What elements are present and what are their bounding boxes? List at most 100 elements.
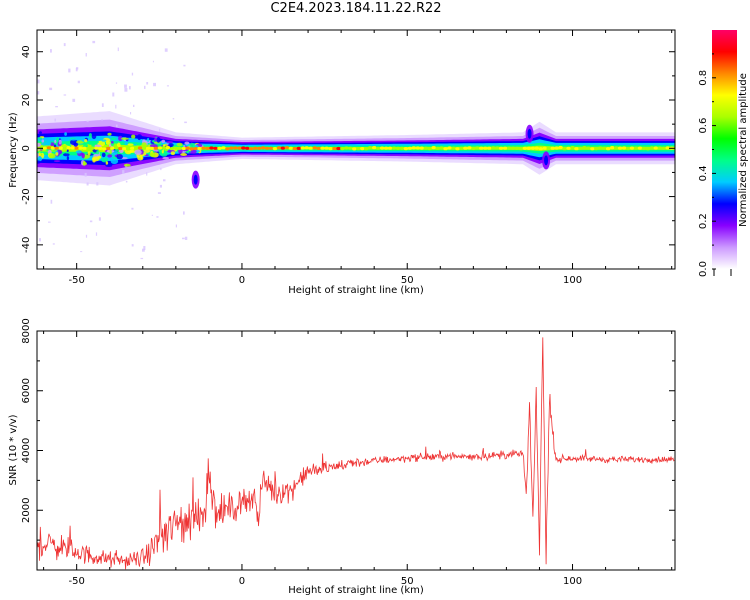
spectrogram-noise-dot xyxy=(85,53,87,57)
spectrogram-ridge xyxy=(130,146,135,150)
spectrogram-ridge xyxy=(122,147,127,151)
spectrogram-noise-dot xyxy=(37,91,40,95)
x-tick-label: 100 xyxy=(563,576,582,587)
spectrogram-ridge xyxy=(225,147,230,151)
spectrogram-feature-core xyxy=(193,174,198,185)
spectrogram-noise-blob xyxy=(64,132,67,136)
spectrogram-noise-dot xyxy=(131,207,134,210)
spectrogram-noise-dot xyxy=(156,216,159,218)
snr-x-axis-label: Height of straight line (km) xyxy=(288,585,424,596)
spectrogram-ridge xyxy=(348,146,353,150)
spectrogram-noise-dot xyxy=(182,237,185,240)
spectrogram-ridge xyxy=(649,146,655,150)
y-tick-label: 8000 xyxy=(21,318,32,343)
spectrogram-ridge xyxy=(637,146,643,150)
spectrogram-ridge xyxy=(502,146,508,150)
spectrogram-noise-blob xyxy=(176,142,183,147)
spectrogram-ridge xyxy=(153,146,159,150)
spectrogram-ridge xyxy=(336,146,341,151)
y-tick-label: 2000 xyxy=(21,498,32,523)
spectrogram-ridge xyxy=(621,146,627,150)
spectrogram-noise-blob xyxy=(37,137,43,140)
spectrogram-ridge xyxy=(292,146,297,151)
spectrogram-noise-dot xyxy=(92,40,96,44)
spectrogram-ridge xyxy=(352,147,357,151)
spectrogram-noise-dot xyxy=(159,128,161,132)
spectrogram-ridge xyxy=(661,146,666,150)
spectrogram-ridge xyxy=(550,146,555,150)
spectrogram-ridge xyxy=(118,146,123,151)
spectrogram-ridge xyxy=(94,146,99,150)
spectrogram-noise-blob xyxy=(70,138,77,141)
spectrogram-panel: -50 0 50 100 -40 -20 0 20 40 Height of straight … xyxy=(8,29,676,296)
spectrogram-ridge xyxy=(296,146,301,150)
spectrogram-noise-dot xyxy=(183,211,185,215)
spectrogram-noise-blob xyxy=(162,156,169,160)
spectrogram-noise-blob xyxy=(56,137,59,143)
spectrogram-noise-blob xyxy=(105,164,113,168)
spectrogram-ridge xyxy=(260,146,266,150)
spectrogram-ridge xyxy=(197,146,202,151)
spectrogram-marks xyxy=(37,40,675,260)
spectrogram-noise-dot xyxy=(183,64,186,67)
spectrogram-ridge xyxy=(276,146,282,150)
spectrogram-ridge xyxy=(665,146,670,150)
spectrogram-noise-blob xyxy=(124,141,129,146)
spectrogram-ridge xyxy=(530,146,536,150)
spectrogram-noise-dot xyxy=(112,92,115,97)
spectrogram-noise-blob xyxy=(149,152,156,158)
spectrogram-noise-dot xyxy=(153,82,156,87)
spectrogram-noise-dot xyxy=(159,184,162,188)
y-tick-label: -40 xyxy=(21,237,32,253)
x-tick-label: 0 xyxy=(239,275,245,286)
spectrogram-noise-blob xyxy=(38,131,42,134)
spectrogram-ridge xyxy=(375,146,381,150)
spectrogram-noise-blob xyxy=(53,160,61,163)
spectrogram-noise-blob xyxy=(63,153,70,157)
spectrogram-noise-blob xyxy=(65,141,71,146)
spectrogram-ridge xyxy=(50,146,56,150)
spectrogram-noise-dot xyxy=(124,84,127,88)
spectrogram-ridge xyxy=(653,146,658,150)
spectrogram-ticks: -50 0 50 100 -40 -20 0 20 40 xyxy=(21,30,675,286)
y-tick-label: 40 xyxy=(21,45,32,58)
spectrogram-ridge xyxy=(356,147,361,151)
spectrogram-ridge xyxy=(221,146,226,150)
spectrogram-ridge xyxy=(415,146,420,150)
spectrogram-ridge xyxy=(459,146,464,150)
spectrogram-noise-dot xyxy=(85,234,88,238)
spectrogram-ridge xyxy=(407,146,413,150)
spectrogram-noise-blob xyxy=(76,140,84,144)
spectrogram-ridge xyxy=(193,146,198,151)
spectrogram-ridge xyxy=(526,146,532,150)
spectrogram-ridge xyxy=(506,146,512,150)
spectrogram-ridge xyxy=(455,147,460,151)
spectrogram-noise-dot xyxy=(172,118,175,120)
spectrogram-ridge xyxy=(245,146,250,150)
spectrogram-noise-blob xyxy=(116,154,123,160)
spectrogram-noise-dot xyxy=(80,251,83,253)
spectrogram-noise-dot xyxy=(72,98,76,102)
spectrogram-noise-blob xyxy=(77,157,84,160)
spectrogram-ridge xyxy=(372,146,377,150)
spectrogram-noise-dot xyxy=(54,118,56,122)
colorbar-tick-label: 0.8 xyxy=(698,70,709,86)
spectrogram-ridge xyxy=(399,146,405,150)
spectrogram-noise-blob xyxy=(137,155,144,161)
spectrogram-noise-blob xyxy=(180,153,188,156)
spectrogram-noise-blob xyxy=(156,137,161,143)
spectrogram-noise-dot xyxy=(68,68,71,73)
spectrogram-ridge xyxy=(126,147,131,151)
spectrogram-ridge xyxy=(368,146,373,150)
spectrogram-ridge xyxy=(657,146,662,150)
spectrogram-noise-dot xyxy=(84,172,87,177)
spectrogram-ridge xyxy=(209,146,214,150)
spectrogram-ridge xyxy=(201,146,206,150)
spectrogram-ridge xyxy=(145,146,151,150)
spectrogram-feature-core xyxy=(544,155,549,166)
spectrogram-noise-blob xyxy=(87,151,91,156)
spectrogram-ridge xyxy=(149,146,155,150)
spectrogram-ridge xyxy=(498,146,504,150)
spectrogram-ridge xyxy=(483,146,488,150)
spectrogram-ridge xyxy=(82,146,87,150)
